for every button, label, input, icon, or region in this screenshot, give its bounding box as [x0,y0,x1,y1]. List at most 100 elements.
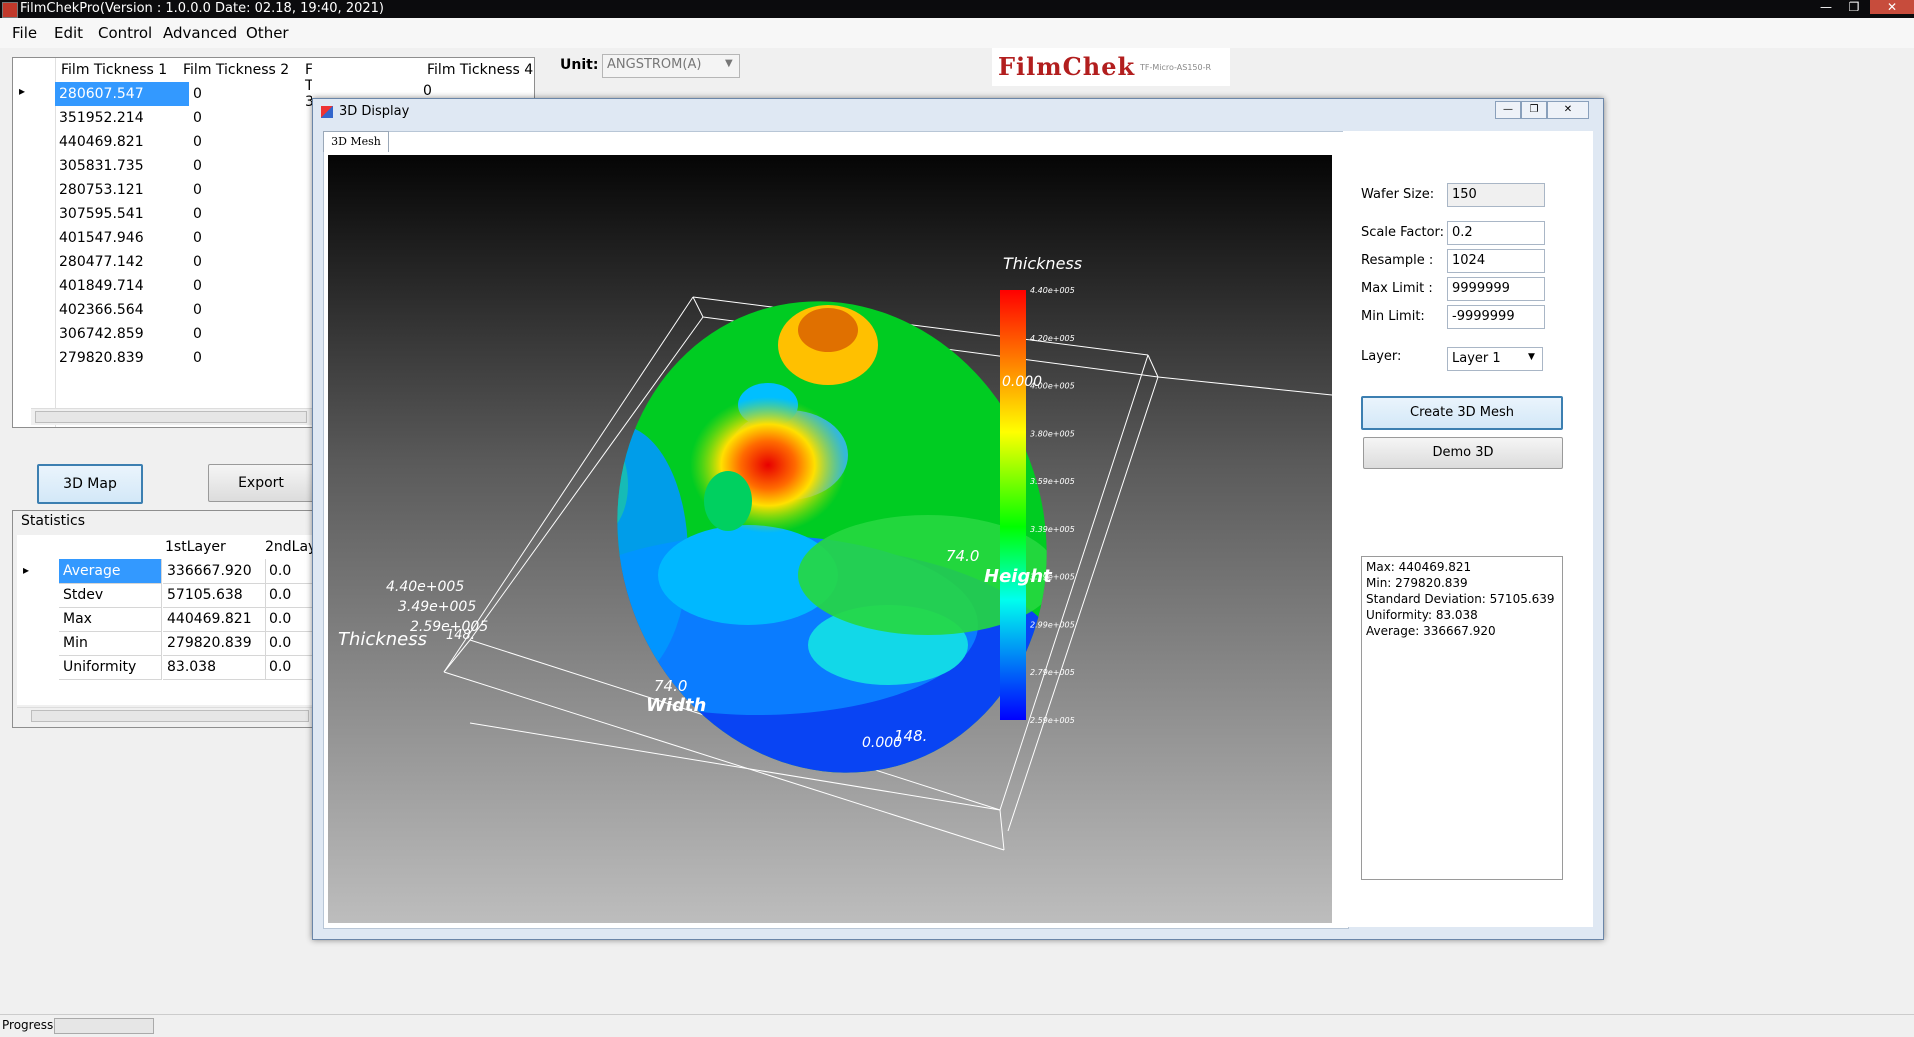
grid-cell[interactable]: 0 [193,350,202,366]
column-header[interactable]: 2ndLay [265,539,317,555]
create-3d-mesh-button[interactable]: Create 3D Mesh [1361,396,1563,430]
stat-cell[interactable]: 279820.839 [163,631,266,656]
stat-row[interactable]: Max 440469.821 0.0 [17,607,318,632]
menu-edit[interactable]: Edit [54,24,84,42]
horizontal-scrollbar[interactable] [31,408,313,425]
demo-3d-button[interactable]: Demo 3D [1363,437,1563,469]
stat-row[interactable]: Min 279820.839 0.0 [17,631,318,656]
stat-row[interactable]: ▸ Average 336667.920 0.0 [17,559,318,584]
column-header[interactable]: 1stLayer [165,539,226,555]
3d-map-button[interactable]: 3D Map [37,464,143,504]
grid-cell[interactable]: 0 [423,83,432,99]
grid-cell[interactable]: 440469.821 [59,134,144,150]
grid-cell[interactable]: 0 [193,278,202,294]
grid-cell[interactable]: 307595.541 [59,206,144,222]
table-row[interactable]: 306742.85900 [13,322,313,346]
menu-bar: File Edit Control Advanced Other [0,18,1914,48]
stat-cell[interactable]: 0.0 [265,559,318,584]
table-row[interactable]: 401849.71400 [13,274,313,298]
width-axis-zero: 0.000 [862,735,902,751]
grid-cell[interactable]: 0 [193,254,202,270]
table-row[interactable]: 401547.94600 [13,226,313,250]
scrollbar-thumb[interactable] [35,411,307,423]
grid-cell[interactable]: 306742.859 [59,326,144,342]
stat-cell[interactable]: 440469.821 [163,607,266,632]
table-row[interactable]: 440469.82100 [13,130,313,154]
grid-cell[interactable]: 402366.564 [59,302,144,318]
column-header[interactable]: Film Tickness 2 [183,62,290,78]
maximize-button[interactable]: ❐ [1848,0,1860,14]
table-row[interactable]: 280477.14200 [13,250,313,274]
table-row[interactable]: ▸280607.54700 [13,82,313,106]
stat-cell[interactable]: 336667.920 [163,559,266,584]
stat-cell[interactable]: 0.0 [265,607,318,632]
stat-row[interactable]: Uniformity 83.038 0.0 [17,655,318,680]
grid-cell[interactable]: 280753.121 [59,182,144,198]
close-button[interactable]: ✕ [1870,0,1914,14]
grid-cell[interactable]: 280607.547 [55,82,189,106]
stat-cell[interactable]: Max [59,607,162,632]
wafer-size-field[interactable]: 150 [1447,183,1545,207]
grid-cell[interactable]: 401849.714 [59,278,144,294]
grid-cell[interactable]: 305831.735 [59,158,144,174]
dialog-title-bar: 3D Display — ❐ ✕ [313,99,1603,125]
colorbar-tick-label: 3.19e+005 [1030,573,1075,582]
stat-cell[interactable]: 57105.638 [163,583,266,608]
grid-cell[interactable]: 0 [193,206,202,222]
thickness-tick: 3.49e+005 [398,599,476,615]
column-header[interactable]: Film Tickness 4 [427,62,534,78]
table-row[interactable]: 307595.54100 [13,202,313,226]
grid-cell[interactable]: 0 [193,326,202,342]
stat-cell[interactable]: 83.038 [163,655,266,680]
stat-cell[interactable]: Stdev [59,583,162,608]
stat-cell[interactable]: 0.0 [265,655,318,680]
scale-factor-field[interactable]: 0.2 [1447,221,1545,245]
grid-cell[interactable]: 0 [193,110,202,126]
stat-row[interactable]: Stdev 57105.638 0.0 [17,583,318,608]
grid-cell[interactable]: 0 [193,86,202,102]
menu-other[interactable]: Other [246,24,289,42]
menu-control[interactable]: Control [98,24,153,42]
menu-advanced[interactable]: Advanced [163,24,238,42]
scrollbar-thumb[interactable] [31,710,309,722]
column-header[interactable]: Film Tickness 3 [305,62,313,110]
stat-cell[interactable]: 0.0 [265,583,318,608]
stat-cell[interactable]: Min [59,631,162,656]
table-row[interactable]: 305831.73500 [13,154,313,178]
table-row[interactable]: 351952.21400 [13,106,313,130]
tab-3d-mesh[interactable]: 3D Mesh [323,131,389,152]
grid-cell[interactable]: 351952.214 [59,110,144,126]
column-header[interactable]: Film Tickness 1 [61,62,168,78]
3d-plot[interactable]: 4.40e+005 4.20e+005 4.00e+005 3.80e+005 3.59… [328,155,1332,923]
dialog-close-button[interactable]: ✕ [1547,101,1589,119]
dialog-minimize-button[interactable]: — [1495,101,1521,119]
layer-select[interactable]: Layer 1 ▼ [1447,347,1543,371]
table-row[interactable]: 279820.83900 [13,346,313,370]
grid-cell[interactable]: 0 [193,134,202,150]
grid-cell[interactable]: 279820.839 [59,350,144,366]
resample-field[interactable]: 1024 [1447,249,1545,273]
table-row[interactable]: 402366.56400 [13,298,313,322]
grid-cell[interactable]: 401547.946 [59,230,144,246]
dialog-maximize-button[interactable]: ❐ [1521,101,1547,119]
stat-cell[interactable]: Uniformity [59,655,162,680]
menu-file[interactable]: File [12,24,38,42]
horizontal-scrollbar[interactable] [17,707,313,724]
unit-select[interactable]: ANGSTROM(A) ▼ [602,54,740,78]
colorbar-tick-label: 4.00e+005 [1030,382,1075,391]
min-limit-field[interactable]: -9999999 [1447,305,1545,329]
min-limit-label: Min Limit: [1361,309,1425,324]
export-button[interactable]: Export [208,464,314,502]
minimize-button[interactable]: — [1820,0,1832,14]
grid-cell[interactable]: 0 [193,230,202,246]
thickness-tick: 2.59e+005 [410,619,488,635]
max-limit-field[interactable]: 9999999 [1447,277,1545,301]
grid-cell[interactable]: 0 [193,158,202,174]
grid-cell[interactable]: 0 [193,302,202,318]
grid-cell[interactable]: 0 [193,182,202,198]
stat-cell[interactable]: Average [59,559,162,584]
table-row[interactable]: 280753.12100 [13,178,313,202]
stat-cell[interactable]: 0.0 [265,631,318,656]
grid-cell[interactable]: 280477.142 [59,254,144,270]
summary-textbox[interactable]: Max: 440469.821 Min: 279820.839 Standard… [1361,556,1563,880]
